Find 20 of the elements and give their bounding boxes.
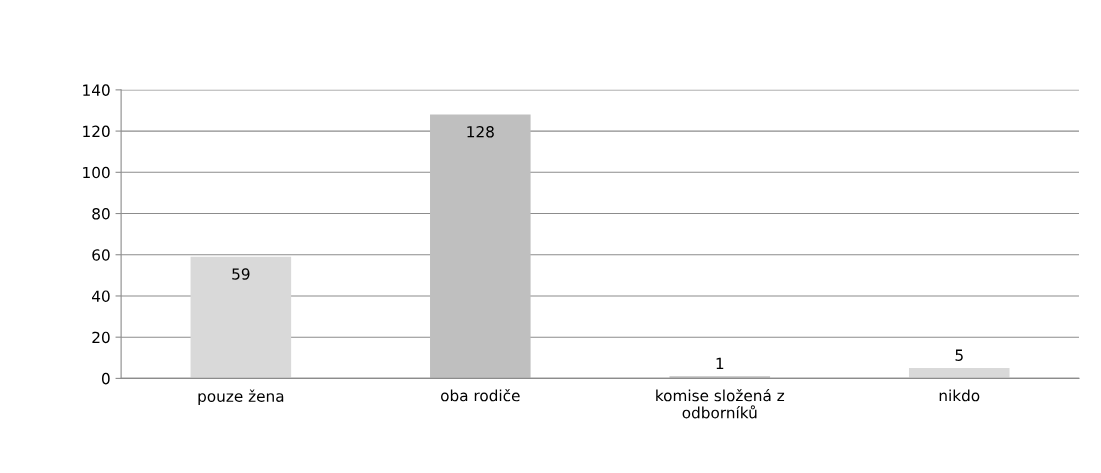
y-tick-label: 100 xyxy=(83,166,110,179)
x-tick-label: komise složená z odborníků xyxy=(656,388,785,419)
y-tick-label: 60 xyxy=(92,249,110,261)
y-tick-label: 120 xyxy=(83,125,110,138)
x-tick-label: nikdo xyxy=(939,389,980,402)
bar xyxy=(669,376,771,379)
x-tick-label: pouze žena xyxy=(198,389,284,405)
data-label: 1 xyxy=(716,357,724,369)
x-tick-label: oba rodiče xyxy=(441,388,520,402)
y-tick-label: 40 xyxy=(92,290,110,302)
y-tick-label: 140 xyxy=(83,84,110,96)
data-label: 128 xyxy=(467,125,494,138)
data-label: 5 xyxy=(955,349,963,361)
bar xyxy=(908,368,1010,379)
y-tick-label: 0 xyxy=(101,372,110,385)
y-tick-label: 20 xyxy=(92,331,110,344)
data-label: 59 xyxy=(232,268,250,280)
bar xyxy=(430,114,531,379)
y-tick-label: 80 xyxy=(92,207,110,220)
bar xyxy=(190,256,292,379)
